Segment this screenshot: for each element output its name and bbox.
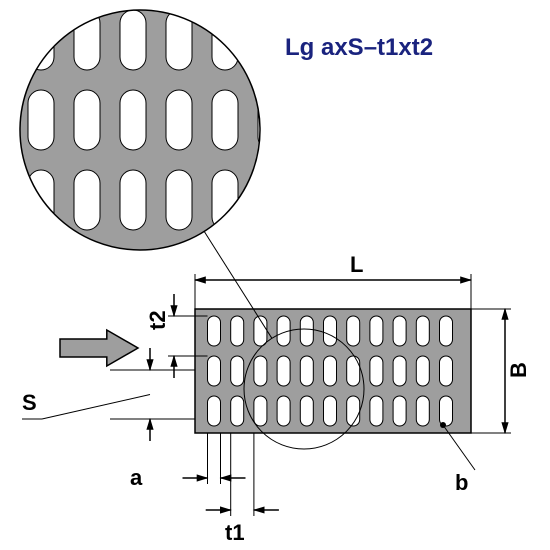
detail-slot (166, 250, 192, 310)
dim-S-label: S (22, 390, 37, 415)
slot (300, 316, 313, 346)
slot (231, 396, 244, 426)
slot (208, 356, 221, 386)
detail-slot (74, 250, 100, 310)
dimension-t1: t1 (206, 433, 279, 545)
slot (393, 316, 406, 346)
slot (393, 396, 406, 426)
slot (254, 396, 267, 426)
detail-slot (212, 90, 238, 150)
slot (300, 356, 313, 386)
slot (324, 396, 337, 426)
detail-slot (212, 170, 238, 230)
slot (208, 316, 221, 346)
dim-B-label: B (506, 362, 531, 378)
dim-t1-label: t1 (225, 520, 245, 545)
detail-slot (120, 250, 146, 310)
detail-slot (166, 10, 192, 70)
slot (347, 396, 360, 426)
detail-slot (120, 170, 146, 230)
slot (300, 396, 313, 426)
detail-slot (28, 250, 54, 310)
detail-slot (74, 170, 100, 230)
detail-slot (28, 90, 54, 150)
slot (254, 356, 267, 386)
slot (393, 356, 406, 386)
dim-b-label: b (455, 470, 468, 495)
detail-slot (166, 90, 192, 150)
slot (208, 396, 221, 426)
slot (324, 356, 337, 386)
slot (347, 356, 360, 386)
slot (277, 396, 290, 426)
detail-slot (166, 170, 192, 230)
slot (416, 356, 429, 386)
title-text: Lg axS–t1xt2 (285, 34, 433, 61)
dim-L-label: L (350, 252, 363, 277)
slot (370, 396, 383, 426)
slot (416, 316, 429, 346)
slot (324, 316, 337, 346)
detail-slot (28, 170, 54, 230)
slot (440, 316, 453, 346)
slot (277, 356, 290, 386)
diagram-canvas: Lg axS–t1xt2 L B t2 (0, 0, 550, 550)
perforated-sheet (195, 309, 471, 433)
slot (347, 316, 360, 346)
dimension-B: B (471, 309, 531, 433)
detail-slot (120, 10, 146, 70)
slot (370, 356, 383, 386)
detail-slot (258, 10, 284, 70)
detail-slot (258, 90, 284, 150)
slot (440, 396, 453, 426)
slot (416, 396, 429, 426)
slot (231, 356, 244, 386)
feed-arrow-icon (60, 330, 138, 366)
detail-slot (258, 170, 284, 230)
dim-a-label: a (130, 465, 143, 490)
detail-slot (74, 90, 100, 150)
detail-slot (212, 10, 238, 70)
slot (370, 316, 383, 346)
slot (231, 316, 244, 346)
dimension-L: L (195, 252, 471, 309)
dimension-a: a (130, 433, 246, 490)
dim-t2-label: t2 (145, 310, 170, 330)
slot (440, 356, 453, 386)
detail-view (20, 10, 284, 310)
detail-slot (120, 90, 146, 150)
